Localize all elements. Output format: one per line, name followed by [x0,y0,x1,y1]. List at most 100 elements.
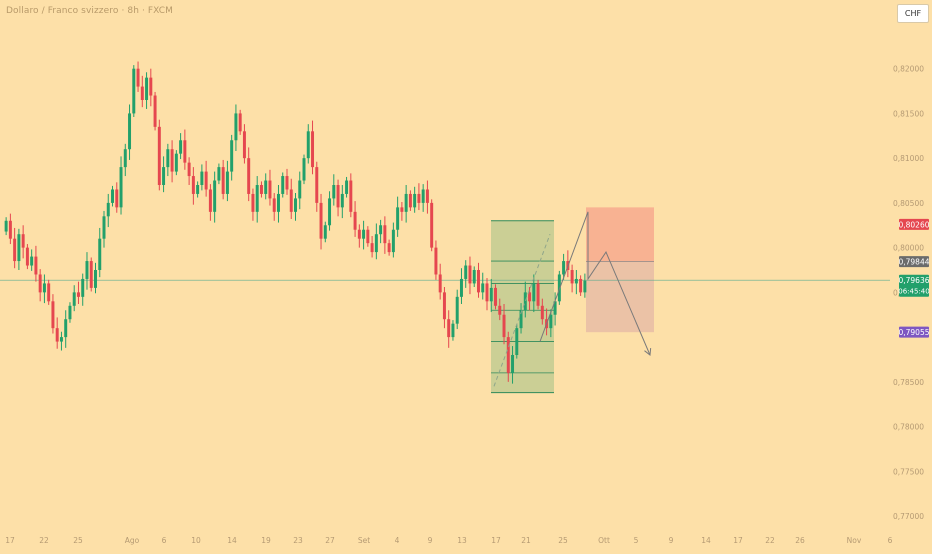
x-tick-label: 23 [293,536,303,545]
projection-path [539,211,651,356]
candle [264,180,268,194]
candle [464,265,468,279]
candle [106,202,110,217]
x-tick-label: 5 [634,536,639,545]
candle [374,234,378,253]
candle [162,167,166,185]
candle [523,292,527,311]
x-tick-label: 17 [491,536,501,545]
candle [519,310,523,329]
candle [400,207,404,212]
candle [532,283,536,302]
candle [102,216,106,239]
x-tick-label: Ago [125,536,140,545]
candle [64,319,68,338]
price-tag [899,218,929,230]
candle [230,140,234,172]
candle [42,283,46,293]
candle [285,176,289,190]
y-tick-label: 0,77500 [893,467,924,476]
candle [502,314,506,338]
candle [498,305,502,315]
candle [455,296,459,324]
candle [515,328,519,355]
take-profit-zone [586,261,654,333]
x-tick-label: 14 [701,536,711,545]
candle [225,171,229,194]
x-tick-label: 17 [5,536,15,545]
price-tag-label: 0,79055 [898,328,929,337]
candle [311,131,315,168]
candle [315,167,319,203]
candle [187,162,191,177]
candle [302,158,306,181]
candle [379,225,383,235]
price-tag [899,274,929,297]
candle [413,193,417,208]
candle [213,180,217,212]
y-tick-label: 0,82000 [893,65,924,74]
candle [306,131,310,159]
x-tick-label: 26 [795,536,805,545]
candle [447,319,451,338]
projection-arrow [644,347,652,356]
candle [247,158,251,194]
candle [4,220,8,232]
candle [38,274,42,293]
candle [511,355,515,373]
candle [153,95,157,127]
candle [132,68,136,114]
candle [123,149,127,168]
x-tick-label: 17 [733,536,743,545]
dashed-trendline [493,234,551,387]
candle [217,167,221,181]
candle [183,140,187,163]
price-tag [899,326,929,338]
candle [115,189,119,208]
x-tick-label: 22 [765,536,775,545]
candle [272,198,276,212]
candle [276,193,280,212]
candle [425,189,429,203]
candle [528,292,532,302]
candle [17,234,21,262]
y-tick-label: 0,80000 [893,244,924,253]
candle [340,193,344,208]
candle [128,113,132,150]
candle [336,185,340,208]
candle [481,283,485,293]
candle [366,229,370,244]
candle [174,153,178,172]
y-tick-label: 0,80500 [893,199,924,208]
y-tick-label: 0,81000 [893,154,924,163]
candle [549,314,553,329]
candle [506,337,510,373]
candle [30,256,34,266]
candle [472,270,476,284]
candle [55,328,59,342]
candle [200,171,204,185]
candle [387,243,391,253]
candle [391,229,395,253]
candle [208,189,212,212]
candle [21,234,25,248]
x-tick-label: 10 [191,536,201,545]
x-tick-label: Nov [847,536,862,545]
candle [434,247,438,275]
candle [149,77,153,96]
candle [298,180,302,199]
candle [179,140,183,154]
x-tick-label: 4 [395,536,400,545]
currency-badge[interactable]: CHF [897,4,929,23]
candle [494,287,497,306]
candle [562,261,566,275]
candle [166,149,170,168]
candle [553,301,557,315]
candle [417,193,421,203]
candle [570,270,574,284]
candle [489,287,493,302]
candle [319,202,323,239]
candle [442,292,446,320]
